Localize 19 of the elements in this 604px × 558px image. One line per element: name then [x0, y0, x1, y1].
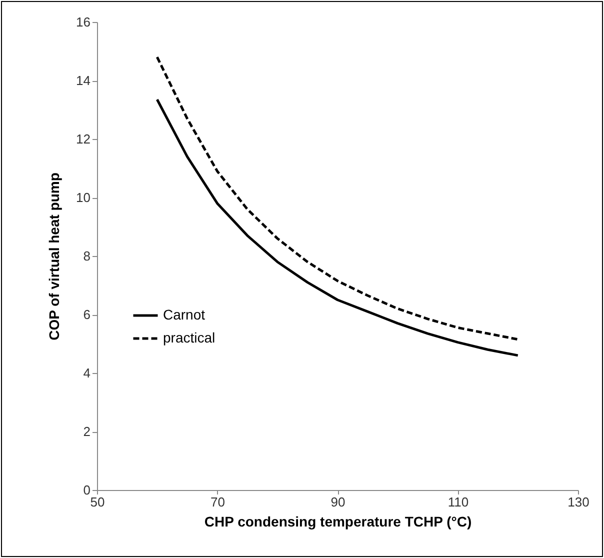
x-tick-label: 110: [448, 494, 469, 510]
x-tick-label: 130: [568, 494, 590, 510]
y-tick-label: 6: [83, 307, 90, 322]
y-tick-label: 12: [76, 132, 90, 146]
y-tick-label: 16: [76, 14, 90, 30]
y-tick-label: 14: [76, 73, 90, 88]
y-tick-label: 10: [76, 190, 90, 205]
legend-label: Carnot: [163, 306, 206, 322]
legend-label: practical: [163, 330, 216, 346]
x-axis-title: CHP condensing temperature TCHP (°C): [204, 514, 472, 530]
line-series: [156, 98, 520, 357]
y-tick-label: 4: [83, 366, 90, 380]
y-axis-title: COP of virtual heat pump: [46, 172, 62, 340]
y-tick-label: 0: [83, 482, 90, 498]
x-tick-label: 50: [90, 494, 105, 510]
y-tick-label: 2: [83, 424, 90, 439]
x-tick-label: 90: [330, 494, 346, 510]
x-tick-label: 70: [210, 494, 225, 510]
y-tick-label: 8: [83, 248, 90, 264]
